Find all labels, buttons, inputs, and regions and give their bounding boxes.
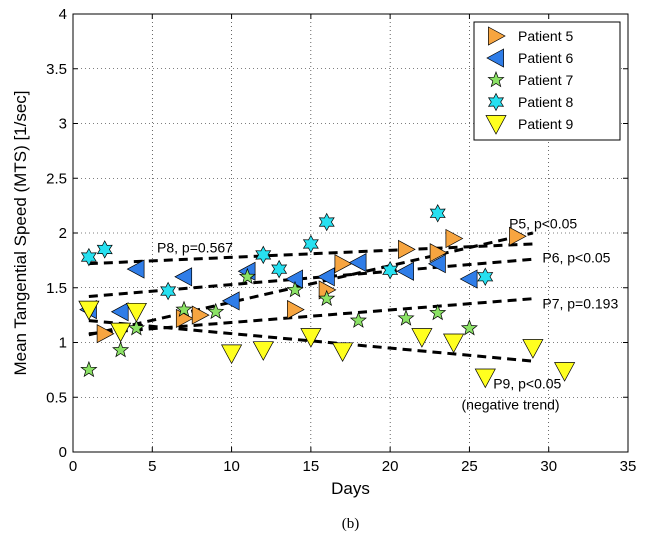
- data-point: [112, 341, 130, 358]
- data-point: [271, 259, 288, 279]
- data-point: [396, 261, 414, 281]
- data-point: [460, 319, 478, 336]
- trend-annotation: P7, p=0.193: [542, 296, 618, 312]
- annotations: P8, p=0.567 P5, p<0.05 P6, p<0.05 P7, p=0.1…: [157, 216, 618, 413]
- legend-marker: [487, 71, 505, 88]
- data-point: [287, 300, 305, 320]
- legend-marker: [485, 115, 507, 135]
- trend-annotation: (negative trend): [462, 396, 560, 412]
- data-point: [255, 245, 272, 265]
- y-tick-label: 4: [59, 6, 67, 23]
- legend: Patient 5 Patient 6 Patient 7 Patient 8 Pati…: [473, 21, 621, 141]
- x-tick-label: 15: [303, 458, 320, 475]
- x-axis-title: Days: [331, 479, 370, 498]
- data-point: [316, 267, 335, 287]
- x-tick-label: 30: [540, 458, 557, 475]
- x-tick-label: 10: [223, 458, 240, 475]
- legend-marker: [487, 92, 505, 112]
- y-tick-label: 2: [59, 225, 67, 242]
- data-point: [477, 267, 494, 287]
- legend-label: Patient 9: [518, 116, 573, 132]
- x-tick-label: 0: [69, 458, 77, 475]
- data-point: [80, 247, 97, 267]
- data-point: [332, 342, 354, 363]
- data-point: [110, 302, 129, 322]
- figure-caption: (b): [342, 516, 360, 532]
- data-point: [96, 324, 115, 344]
- data-point: [302, 234, 319, 254]
- data-point: [252, 341, 274, 361]
- data-point: [126, 259, 145, 279]
- legend-label: Patient 5: [518, 28, 573, 44]
- data-markers: [78, 204, 576, 389]
- y-tick-label: 0: [59, 444, 67, 461]
- data-point: [509, 226, 527, 246]
- data-point: [286, 280, 304, 298]
- legend-marker: [486, 48, 504, 68]
- data-point: [96, 240, 113, 259]
- y-tick-label: 3.5: [46, 61, 67, 78]
- x-tick-label: 25: [461, 458, 478, 475]
- data-point: [125, 302, 147, 323]
- y-tick-label: 1: [59, 335, 67, 352]
- data-point: [349, 311, 367, 328]
- data-point: [80, 360, 98, 378]
- y-tick-label: 0.5: [46, 389, 67, 406]
- data-point: [238, 267, 256, 285]
- legend-label: Patient 8: [518, 94, 573, 110]
- x-tick-label: 5: [148, 458, 156, 475]
- data-point: [78, 300, 100, 321]
- trend-annotation: P8, p=0.567: [157, 240, 233, 256]
- trend-annotation: P5, p<0.05: [509, 216, 577, 232]
- data-point: [445, 228, 464, 249]
- data-point: [300, 328, 322, 348]
- trend-annotation: P9, p<0.05: [493, 375, 561, 391]
- data-point: [411, 328, 433, 348]
- legend-label: Patient 7: [518, 72, 573, 88]
- y-axis-title: Mean Tangential Speed (MTS) [1/sec]: [11, 90, 30, 375]
- data-point: [429, 243, 448, 263]
- data-point: [174, 267, 193, 287]
- trend-lines: [88, 231, 534, 363]
- data-point: [127, 319, 145, 336]
- data-point: [554, 362, 576, 382]
- y-tick-label: 2.5: [46, 170, 67, 187]
- data-point: [443, 333, 465, 354]
- data-point: [334, 254, 353, 274]
- data-point: [397, 309, 415, 326]
- data-point: [110, 322, 132, 343]
- data-point: [382, 260, 399, 280]
- data-point: [427, 254, 446, 274]
- x-tick-label: 20: [382, 458, 399, 475]
- data-point: [318, 212, 335, 232]
- data-point: [318, 289, 336, 307]
- data-point: [398, 239, 416, 259]
- y-tick-label: 1.5: [46, 280, 67, 297]
- data-point: [474, 368, 496, 389]
- y-tick-label: 3: [59, 116, 67, 133]
- data-point: [522, 339, 544, 359]
- x-tick-label: 35: [620, 458, 637, 475]
- data-point: [207, 302, 225, 320]
- data-point: [429, 303, 447, 321]
- data-point: [221, 344, 243, 365]
- data-point: [221, 291, 240, 311]
- data-point: [348, 253, 367, 273]
- legend-label: Patient 6: [518, 50, 573, 66]
- data-point: [160, 281, 177, 301]
- data-point: [459, 269, 478, 289]
- data-point: [175, 300, 193, 317]
- data-point: [429, 204, 446, 223]
- trend-line: [88, 231, 534, 337]
- legend-marker: [488, 26, 506, 46]
- axis-ticks: 0 5 10 15 20 25 30 35 0 0.5 1 1.5 2 2.5 3 3.5 4: [46, 6, 636, 475]
- trend-annotation: P6, p<0.05: [542, 250, 610, 266]
- data-point: [191, 305, 210, 325]
